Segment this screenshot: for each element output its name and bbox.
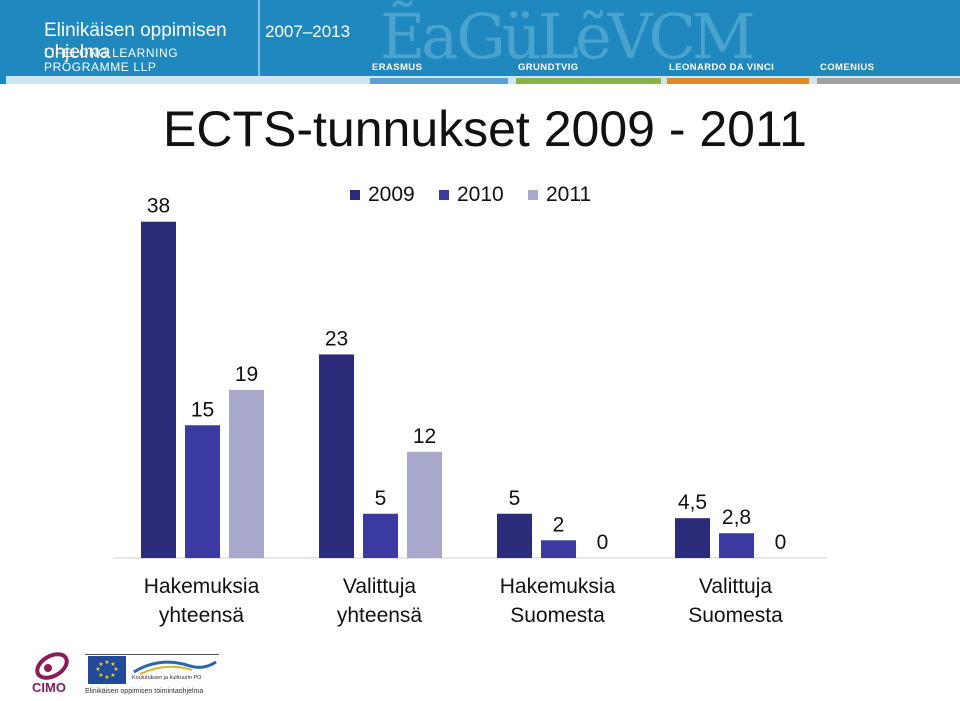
bar-2011-2 <box>407 451 442 558</box>
legend-label: 2011 <box>546 183 591 206</box>
programme-bar-comenius <box>817 78 960 84</box>
llp-swoosh-icon <box>133 660 217 675</box>
programme-grundtvig: GRUNDTVIG <box>518 62 579 73</box>
banner-years: 2007–2013 <box>265 22 351 41</box>
svg-text:★: ★ <box>95 666 100 673</box>
data-label: 12 <box>413 425 436 448</box>
programme-erasmus: ERASMUS <box>372 62 423 73</box>
data-label: 4,5 <box>678 491 707 514</box>
bar-2011-1 <box>229 389 264 558</box>
bar-2009-4 <box>675 518 710 558</box>
category-label: Hakemuksia <box>500 575 616 598</box>
eu-stars-icon: ★ ★★ ★★★ ★★ <box>95 659 118 681</box>
footer-small-text: Koulutuksen ja kulttuurin PO <box>132 675 202 681</box>
data-label: 19 <box>235 363 258 386</box>
banner-title-block: Elinikäisen oppimisen ohjelma LIFELONG L… <box>6 0 256 76</box>
category-label: yhteensä <box>337 604 423 627</box>
eu-flag-icon: ★ ★ ★ ★ ★ ★ ★ ★ <box>88 656 126 684</box>
category-label: Valittuja <box>699 575 772 598</box>
bar-2010-4 <box>719 533 754 558</box>
svg-text:★: ★ <box>113 666 118 673</box>
data-label: 5 <box>509 487 521 510</box>
data-label: 5 <box>375 487 387 510</box>
legend-swatch-2009 <box>350 190 360 200</box>
category-label: Hakemuksia <box>144 575 260 598</box>
programme-bar-grundtvig <box>516 78 661 84</box>
programme-leonardo: LEONARDO DA VINCI <box>669 62 775 73</box>
svg-text:★: ★ <box>104 659 109 666</box>
footer-logos: CIMO ★ ★ ★ ★ ★ ★ ★ ★ Koulutuksen ja kulttuuri… <box>30 648 230 701</box>
data-label: 2 <box>553 513 565 536</box>
bar-2010-1 <box>185 425 220 558</box>
programme-banner: Elinikäisen oppimisen ohjelma LIFELONG L… <box>0 0 960 84</box>
svg-text:★: ★ <box>104 674 109 681</box>
banner-divider <box>258 0 260 76</box>
data-label: 0 <box>775 531 787 554</box>
legend-label: 2010 <box>457 183 504 206</box>
data-label: 23 <box>325 327 348 350</box>
data-label: 38 <box>147 195 170 218</box>
cimo-logo-text: CIMO <box>32 680 66 695</box>
page-title: ECTS-tunnukset 2009 - 2011 <box>163 101 807 157</box>
data-label: 0 <box>597 531 609 554</box>
category-label: yhteensä <box>159 604 245 627</box>
bar-2009-3 <box>497 513 532 558</box>
legend-label: 2009 <box>368 183 415 206</box>
banner-decorative-lettering: Ẽa GüLẽVCΜ <box>380 0 755 73</box>
footer-logo-box <box>85 654 219 687</box>
bar-chart: 38 23 5 4,5 15 5 2 2,8 19 12 0 0 Hakemuksia yhteensä V… <box>113 183 827 627</box>
programme-comenius: COMENIUS <box>820 62 875 73</box>
cimo-logo-icon <box>35 652 69 680</box>
category-label: Suomesta <box>688 604 783 627</box>
svg-text:★: ★ <box>98 661 103 668</box>
programme-bar-erasmus <box>370 78 508 84</box>
bar-2009-1 <box>141 221 176 558</box>
svg-text:★: ★ <box>110 661 115 668</box>
banner-title: Elinikäisen oppimisen ohjelma <box>44 20 227 63</box>
data-label: 15 <box>191 398 214 421</box>
category-label: Suomesta <box>510 604 605 627</box>
programme-bar-leonardo <box>667 78 809 84</box>
legend-swatch-2011 <box>528 190 538 200</box>
svg-text:★: ★ <box>98 672 103 679</box>
svg-text:★: ★ <box>110 672 115 679</box>
category-label: Valittuja <box>343 575 416 598</box>
banner-subtitle: LIFELONG LEARNING PROGRAMME LLP <box>44 46 179 74</box>
bar-2010-3 <box>541 540 576 558</box>
data-label: 2,8 <box>722 506 751 529</box>
footer-subtitle: Elinikäisen oppimisen toimintaohjelma <box>85 688 204 695</box>
bar-2010-2 <box>363 513 398 558</box>
bar-2009-2 <box>319 354 354 558</box>
legend-swatch-2010 <box>439 190 449 200</box>
